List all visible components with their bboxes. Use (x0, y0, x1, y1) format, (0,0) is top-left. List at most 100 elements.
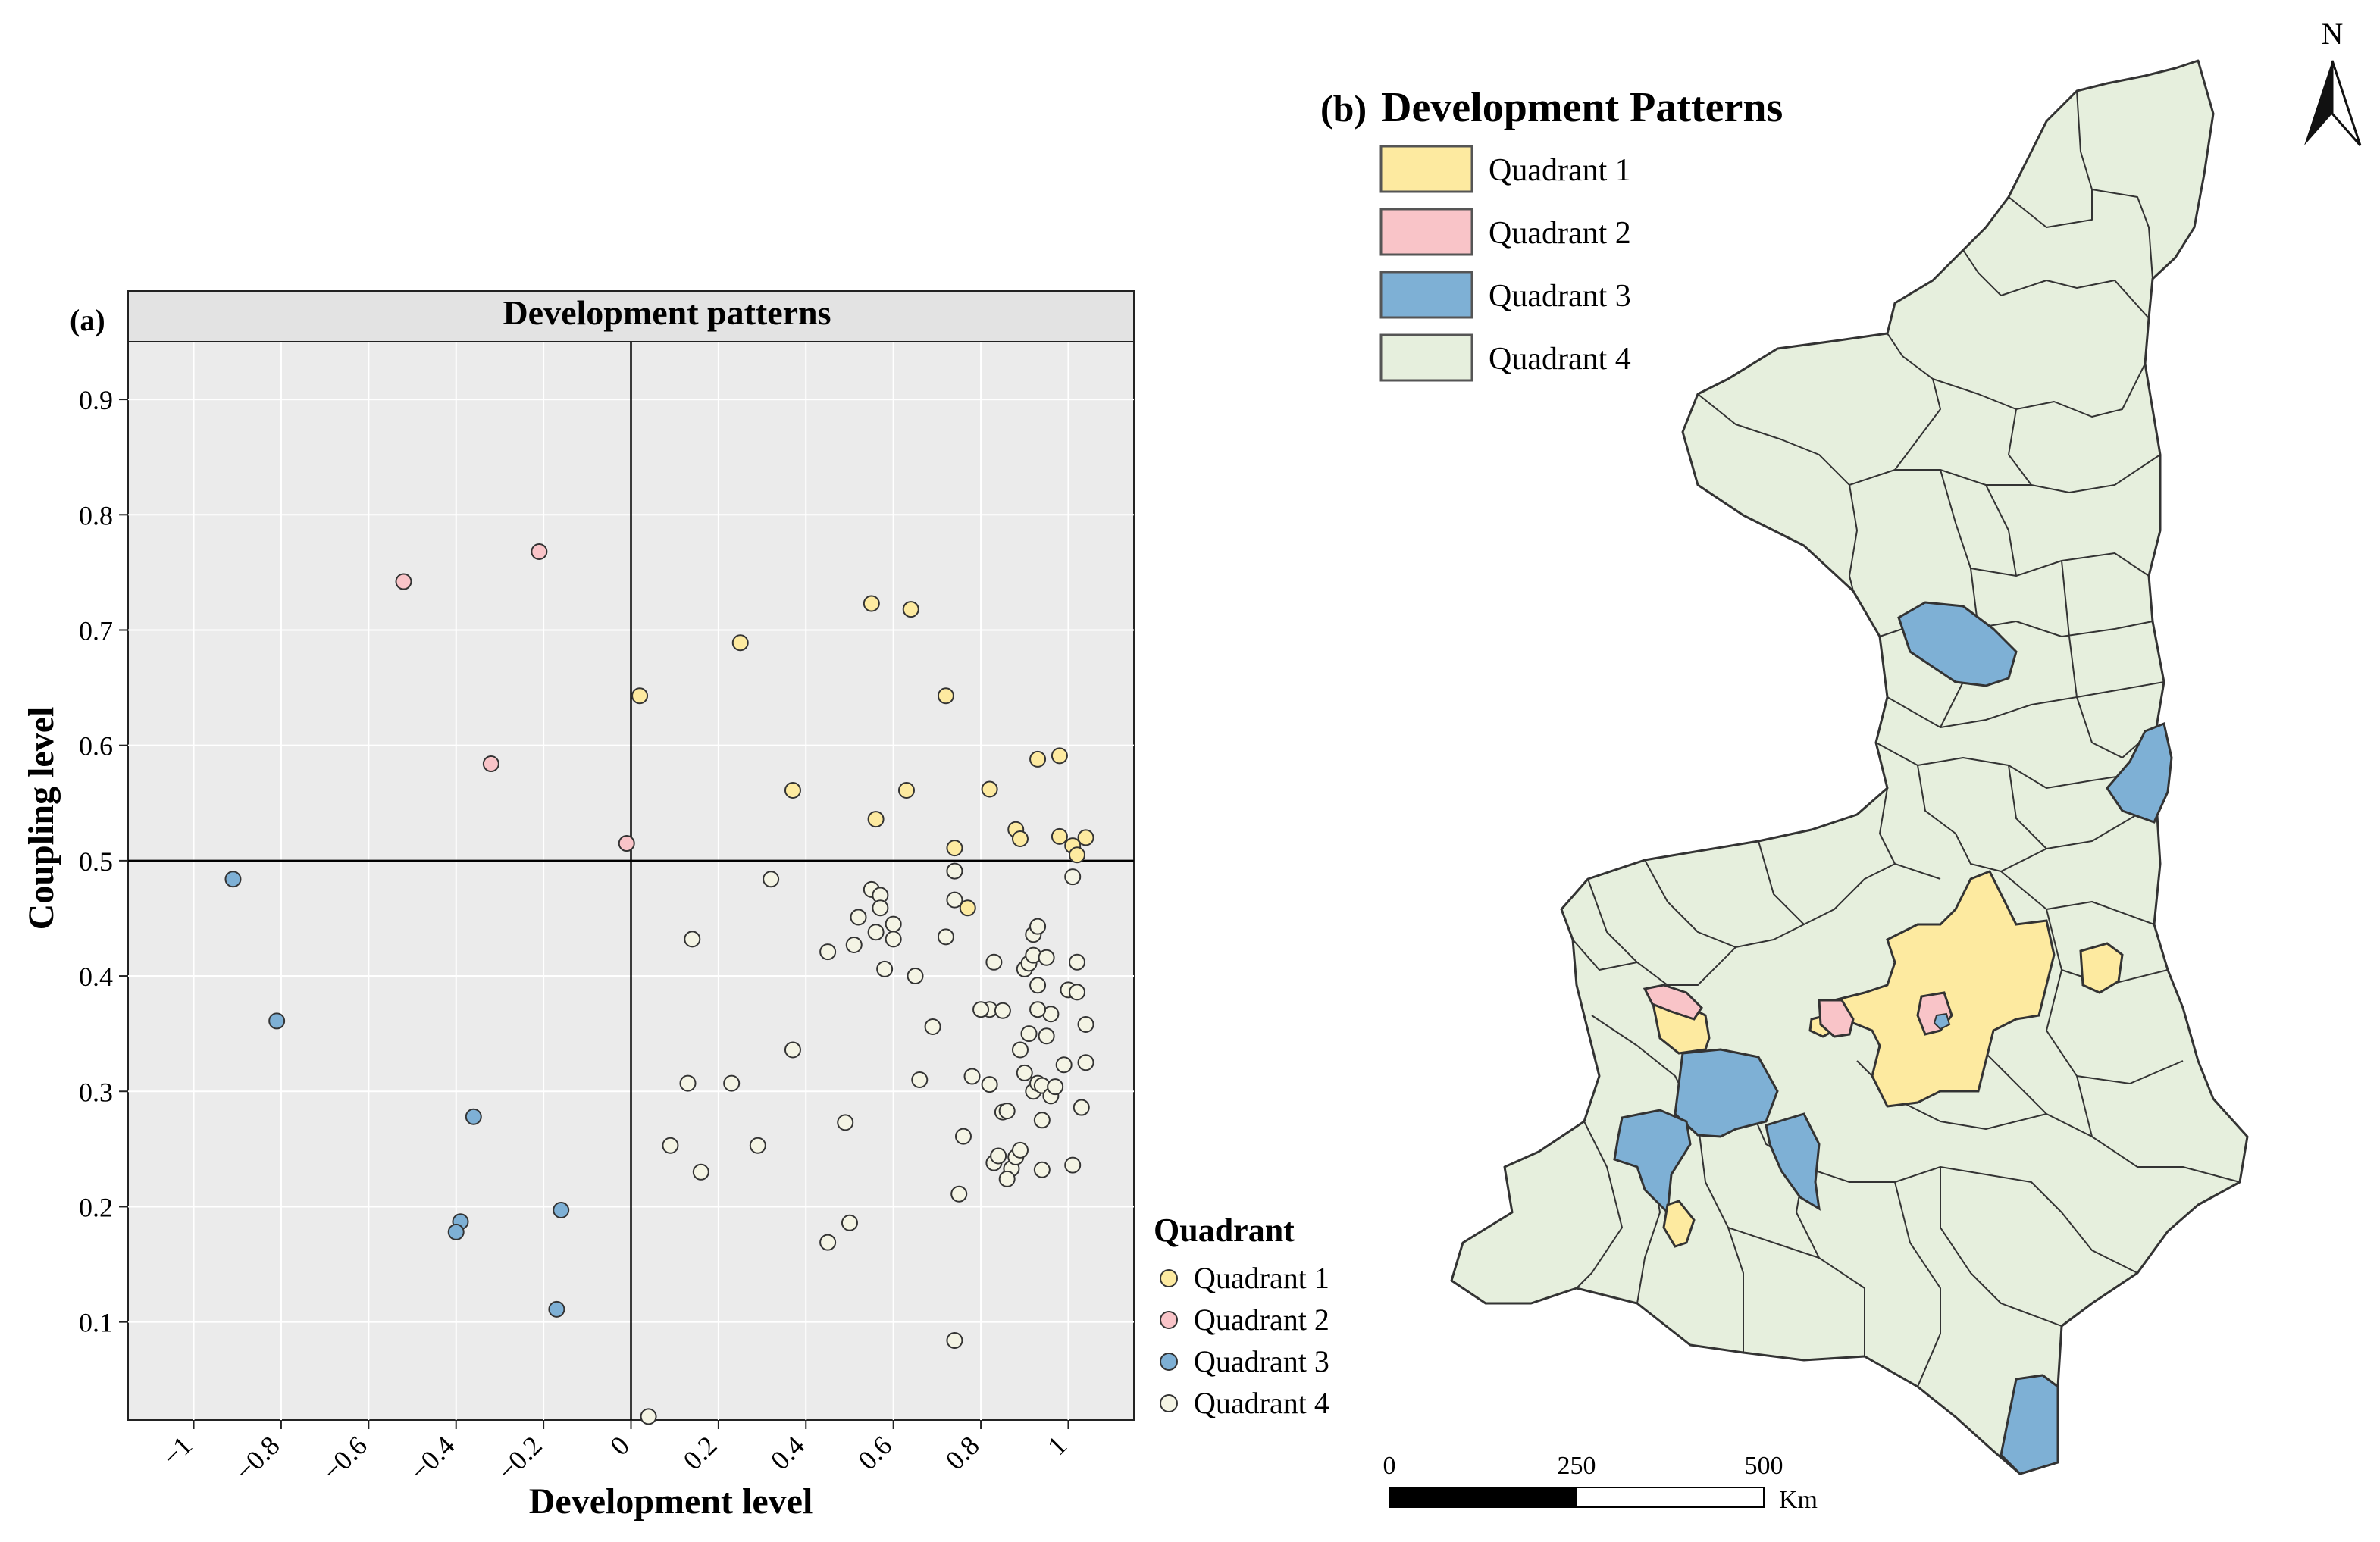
q3-county-tiny-central (1933, 1012, 1951, 1031)
x-axis-title: Development level (529, 1481, 813, 1522)
point-q1 (1051, 747, 1068, 765)
county-boundary (2008, 189, 2093, 228)
point-q4 (994, 1002, 1011, 1019)
legend-marker-q2 (1160, 1311, 1178, 1329)
y-tick-label: 0.3 (79, 1077, 113, 1107)
north-arrow-right (2331, 60, 2362, 146)
county-boundary (1879, 787, 1941, 880)
point-q1 (959, 899, 976, 917)
point-q1 (946, 840, 963, 857)
q1-county-east (2079, 942, 2124, 994)
county-boundary (1576, 1121, 1623, 1289)
county-boundary (1985, 484, 2017, 577)
county-boundary (1587, 878, 1736, 986)
y-tick-label: 0.2 (79, 1192, 113, 1222)
scale-tick-500: 500 (1745, 1452, 1783, 1480)
map-legend-label-q1: Quadrant 1 (1489, 153, 1631, 188)
point-q3 (224, 871, 242, 888)
north-arrow-left (2304, 61, 2332, 145)
y-tick-label: 0.8 (79, 500, 113, 530)
point-q4 (1055, 1056, 1073, 1074)
x-tick-label: 0.8 (940, 1430, 985, 1475)
q3-county-east (2106, 721, 2173, 824)
county-boundary (1727, 1227, 1820, 1259)
point-q4 (885, 931, 902, 948)
point-q1 (1051, 827, 1068, 845)
x-tick-label: −0.8 (229, 1430, 285, 1486)
scale-segment-black (1389, 1487, 1577, 1508)
x-tick-label: 0.4 (765, 1430, 810, 1475)
point-q4 (885, 915, 902, 933)
county-boundary (2076, 90, 2153, 280)
y-tick-label: 0.4 (79, 962, 113, 992)
point-q4 (640, 1408, 657, 1425)
scatter-legend: Quadrant Quadrant 1 Quadrant 2 Quadrant … (1154, 1212, 1329, 1420)
scatter-legend-title: Quadrant (1154, 1212, 1295, 1249)
point-q4 (1047, 1078, 1064, 1096)
point-q4 (723, 1074, 741, 1092)
x-tick-label: −0.4 (404, 1430, 460, 1486)
county-boundaries (1572, 90, 2241, 1387)
point-q4 (845, 936, 863, 953)
north-label: N (2322, 17, 2344, 51)
point-q4 (692, 1163, 709, 1181)
x-tick-label: 1 (1041, 1430, 1073, 1461)
y-tick-label: 0.7 (79, 615, 113, 646)
county-boundary (1572, 939, 1638, 971)
point-q3 (465, 1108, 482, 1125)
county-boundary (2061, 560, 2157, 758)
legend-marker-q3 (1160, 1353, 1178, 1371)
point-q4 (963, 1068, 981, 1085)
point-q1 (981, 780, 998, 798)
point-q1 (784, 782, 801, 799)
map-title: Development Patterns (1381, 84, 1783, 131)
x-tick-label: 0.2 (677, 1430, 722, 1475)
point-q4 (1038, 949, 1055, 966)
q2-county-west (1643, 984, 1703, 1021)
strip-header (127, 290, 1135, 342)
point-q2 (531, 543, 548, 560)
county-boundary (1887, 333, 1941, 471)
map-legend-swatch-q2 (1379, 208, 1473, 256)
county-boundary (1978, 1045, 2093, 1137)
x-tick-label: 0.6 (852, 1430, 897, 1475)
data-points (224, 543, 1094, 1425)
point-q4 (841, 1214, 858, 1231)
point-q4 (990, 1147, 1007, 1165)
point-q4 (981, 1076, 998, 1093)
point-q4 (872, 899, 889, 917)
point-q4 (1029, 918, 1047, 935)
point-q2 (395, 573, 412, 590)
point-q4 (1068, 953, 1085, 971)
point-q4 (998, 1170, 1016, 1187)
county-boundary (2008, 408, 2161, 493)
legend-marker-q4 (1160, 1394, 1178, 1412)
point-q1 (902, 601, 919, 618)
point-q4 (1068, 984, 1085, 1001)
point-q4 (819, 943, 837, 961)
scale-tick-250: 250 (1558, 1452, 1596, 1480)
county-boundary (1758, 840, 1896, 925)
point-q4 (1033, 1161, 1051, 1178)
q3-county-far-south (2000, 1374, 2059, 1475)
point-q4 (998, 1103, 1016, 1120)
scatter-legend-label-q3: Quadrant 3 (1194, 1344, 1329, 1378)
point-q3 (548, 1300, 565, 1318)
point-q4 (749, 1137, 766, 1154)
point-q4 (679, 1074, 697, 1092)
y-tick-label: 0.1 (79, 1308, 113, 1338)
point-q4 (1077, 1054, 1094, 1071)
county-boundary (2076, 1075, 2241, 1183)
scatter-legend-label-q1: Quadrant 1 (1194, 1261, 1329, 1295)
point-q4 (1064, 868, 1082, 886)
point-q4 (937, 928, 954, 946)
point-q2 (482, 755, 499, 773)
strip-title: Development patterns (503, 293, 831, 332)
point-q1 (1011, 830, 1029, 847)
point-q4 (819, 1234, 837, 1251)
scatter-panel: (a) Development patterns −1 −0.8 −0.6 −0.4−… (21, 290, 1329, 1522)
scale-unit: Km (1779, 1486, 1818, 1514)
county-boundary (1894, 1181, 1941, 1387)
point-q1 (631, 687, 649, 705)
point-q4 (1064, 1156, 1082, 1174)
